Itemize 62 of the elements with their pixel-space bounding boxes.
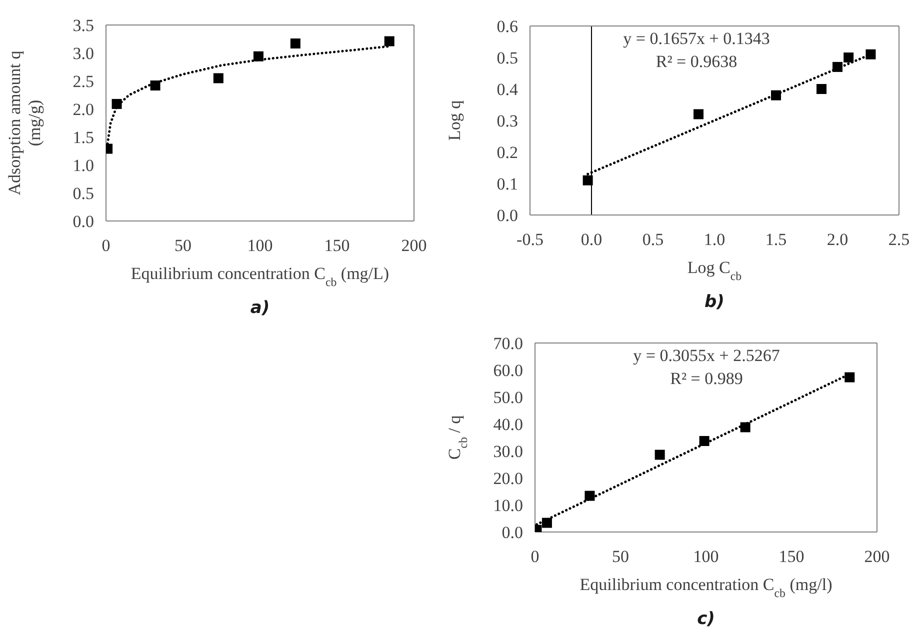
- y-tick-label: 50.0: [493, 388, 523, 408]
- y-tick-label: 2.5: [72, 72, 94, 92]
- y-tick-label: 60.0: [493, 361, 523, 380]
- text: a): [250, 298, 270, 318]
- point: [384, 36, 394, 46]
- x-tick-label: -0.5: [516, 230, 544, 250]
- annotation: y = 0.1657x + 0.1343: [622, 28, 771, 50]
- x-axis-title: Equilibrium concentration C$_{cb}$ (mg/L): [130, 264, 390, 289]
- y-tick-label: 3.5: [72, 16, 94, 36]
- y-tick-label: 70.0: [493, 334, 523, 354]
- y-tick-label: 40.0: [493, 415, 523, 434]
- y-tick-label: 20.0: [493, 469, 523, 488]
- y-tick-label: 0.4: [496, 80, 518, 100]
- y-tick-label: 0.3: [496, 112, 518, 131]
- y-tick-label: 1.5: [72, 128, 94, 148]
- x-tick-label: 100: [247, 236, 273, 256]
- y-tick-label: 0.0: [496, 206, 518, 226]
- x-tick-label: 150: [778, 547, 804, 566]
- point: [694, 109, 704, 120]
- y-tick-label: 10.0: [493, 496, 523, 516]
- point: [844, 52, 854, 62]
- point: [290, 38, 300, 48]
- y-tick-label: 0.0: [72, 212, 94, 232]
- text: b): [704, 292, 724, 312]
- x-tick-label: 1.0: [704, 230, 726, 250]
- y-tick-label: 0.0: [502, 523, 523, 542]
- y-tick-label: 2.0: [72, 100, 94, 120]
- y-tick-label: 30.0: [493, 442, 523, 462]
- y-tick-label: 0.1: [496, 174, 518, 194]
- point: [213, 73, 224, 84]
- x-tick-label: 0: [530, 547, 540, 566]
- x-tick-label: 0: [102, 236, 110, 256]
- point: [654, 450, 665, 460]
- y-tick-label: 0.5: [72, 184, 94, 204]
- point: [816, 84, 827, 94]
- point: [844, 372, 855, 382]
- x-tick-label: 200: [864, 547, 890, 566]
- point: [866, 49, 876, 60]
- text: c): [697, 609, 715, 629]
- x-tick-label: 2.5: [888, 230, 910, 250]
- annotation: R² = 0.9638: [654, 51, 738, 73]
- y-tick-label: 3.0: [72, 44, 94, 64]
- x-tick-label: 0.5: [642, 230, 664, 250]
- y-axis-title: Adsorption amount q (mg/g): [5, 50, 44, 196]
- x-tick-label: 150: [324, 236, 350, 256]
- y-tick-label: 1.0: [72, 156, 94, 176]
- x-axis-title: Equilibrium concentration C$_{cb}$ (mg/l): [580, 575, 832, 600]
- point: [582, 175, 593, 186]
- x-tick-label: 100: [693, 547, 719, 566]
- annotation: R² = 0.989: [669, 368, 744, 390]
- y-tick-label: 0.5: [496, 48, 518, 68]
- x-tick-label: 50: [174, 236, 192, 256]
- x-axis-title: Log C$_{cb}$: [687, 258, 742, 283]
- y-axis-title: Log q: [445, 100, 464, 141]
- y-tick-label: 0.6: [496, 17, 518, 36]
- annotation: y = 0.3055x + 2.5267: [632, 345, 781, 367]
- y-tick-label: 0.2: [496, 143, 518, 162]
- x-tick-label: 2.0: [826, 230, 848, 250]
- x-tick-label: 50: [612, 547, 629, 566]
- x-tick-label: 1.5: [765, 230, 787, 250]
- x-tick-label: 200: [401, 236, 427, 256]
- x-tick-label: 0.0: [580, 230, 602, 250]
